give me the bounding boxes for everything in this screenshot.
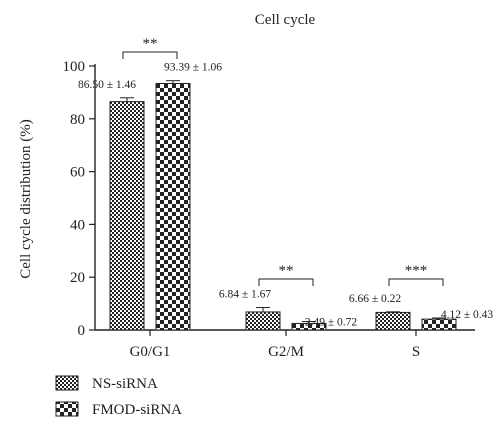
y-tick-label: 80 xyxy=(70,112,85,128)
chart-title: Cell cycle xyxy=(255,12,316,28)
legend: NS-siRNA FMOD-siRNA xyxy=(55,375,182,418)
y-tick-label: 60 xyxy=(70,165,85,181)
legend-label: FMOD-siRNA xyxy=(92,402,182,418)
bars: 86.50 ± 1.46 6.84 ± 1.67 6.66 ± 0.22 93.39 … xyxy=(78,62,494,331)
bar xyxy=(245,311,281,331)
y-tick-label: 100 xyxy=(63,59,86,75)
x-tick-label: G2/M xyxy=(268,344,304,360)
bar xyxy=(155,82,191,331)
data-label: 2.49 ± 0.72 xyxy=(305,317,358,329)
significance-brackets: **** *** xyxy=(122,36,444,286)
y-ticks: 0 20 40 60 80 100 xyxy=(63,59,95,339)
y-tick-label: 20 xyxy=(70,270,85,286)
legend-swatch xyxy=(55,375,79,391)
data-label: 4.12 ± 0.43 xyxy=(441,309,494,321)
significance-bracket xyxy=(388,278,444,286)
data-label: 93.39 ± 1.06 xyxy=(164,62,222,74)
significance-mark: ** xyxy=(143,36,158,52)
legend-label: NS-siRNA xyxy=(92,376,158,392)
bar xyxy=(375,311,411,331)
y-tick-label: 40 xyxy=(70,217,85,233)
significance-bracket xyxy=(122,51,178,59)
x-tick-labels: G0/G1 G2/M S xyxy=(130,330,420,360)
significance-bracket xyxy=(258,278,314,286)
data-label: 6.84 ± 1.67 xyxy=(219,289,272,301)
data-label: 86.50 ± 1.46 xyxy=(78,79,136,91)
data-label: 6.66 ± 0.22 xyxy=(349,293,402,305)
bar xyxy=(109,101,145,331)
significance-mark: *** xyxy=(405,263,428,279)
y-tick-label: 0 xyxy=(78,323,86,339)
axes xyxy=(94,64,475,331)
y-axis-label: Cell cycle distribution (%) xyxy=(18,119,34,279)
significance-mark: ** xyxy=(279,263,294,279)
x-tick-label: S xyxy=(412,344,420,360)
x-tick-label: G0/G1 xyxy=(130,344,171,360)
legend-swatch xyxy=(55,401,79,417)
